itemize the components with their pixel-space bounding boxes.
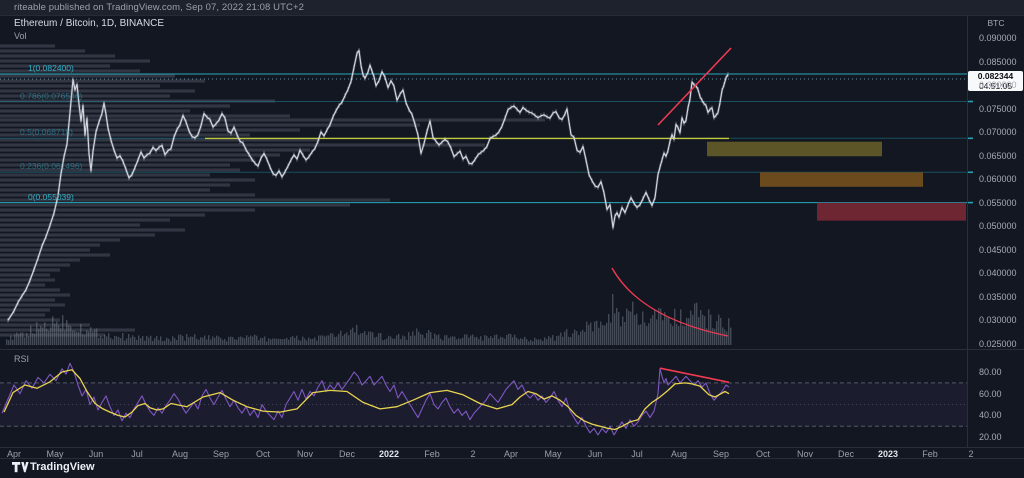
time-axis-tick: 2 xyxy=(470,449,476,459)
price-axis-tick: 0.090000 xyxy=(979,33,1017,44)
time-axis-tick: Apr xyxy=(6,449,22,459)
fib-level-label-0236: 0.236(0.061496) xyxy=(20,161,83,172)
red-ascending-trendline xyxy=(657,47,732,126)
price-axis-tick: 0.055000 xyxy=(979,197,1017,208)
time-axis-tick: 2023 xyxy=(877,449,899,459)
time-axis-tick: Apr xyxy=(503,449,519,459)
time-axis-tick: Jul xyxy=(631,449,643,459)
volume-profile xyxy=(0,44,545,337)
rsi-pane xyxy=(0,362,967,436)
time-axis-tick: Oct xyxy=(255,449,271,459)
fib-level-label-0: 0(0.055039) xyxy=(28,191,74,202)
rsi-axis-tick: 40.00 xyxy=(979,410,1002,421)
price-axis-tick: 0.045000 xyxy=(979,244,1017,255)
price-axis-tick: 0.030000 xyxy=(979,315,1017,326)
rsi-axis-tick: 60.00 xyxy=(979,388,1002,399)
time-axis-tick: Sep xyxy=(212,449,230,459)
tradingview-wordmark[interactable]: TradingView xyxy=(30,461,95,473)
publish-info-text: riteable published on TradingView.com, S… xyxy=(14,2,304,13)
red-rsi-divergence-line xyxy=(659,367,730,384)
time-axis-tick: Nov xyxy=(796,449,814,459)
price-axis-tick: 0.025000 xyxy=(979,338,1017,349)
time-axis-tick: Jul xyxy=(131,449,143,459)
time-axis-tick: Oct xyxy=(755,449,771,459)
price-axis-tick: 0.075000 xyxy=(979,103,1017,114)
publish-info-bar: riteable published on TradingView.com, S… xyxy=(0,0,1024,16)
rsi-axis-tick: 20.00 xyxy=(979,432,1002,443)
rsi-ma-line xyxy=(3,369,730,431)
time-axis-tick: 2 xyxy=(968,449,974,459)
price-axis-tick: 0.070000 xyxy=(979,127,1017,138)
symbol-title[interactable]: Ethereum / Bitcoin, 1D, BINANCE xyxy=(14,18,165,29)
price-axis-tick: 0.060000 xyxy=(979,174,1017,185)
time-axis-tick: Feb xyxy=(424,449,440,459)
price-axis-tick: 0.065000 xyxy=(979,150,1017,161)
time-axis-tick: Aug xyxy=(171,449,189,459)
time-axis-tick: Jun xyxy=(88,449,104,459)
volume-histogram xyxy=(6,294,732,345)
supply-zones xyxy=(707,141,966,221)
price-axis-tick: 0.085000 xyxy=(979,56,1017,67)
time-axis-tick: 2022 xyxy=(378,449,400,459)
rsi-indicator-label[interactable]: RSI xyxy=(14,354,30,364)
price-axis-tick: 0.040000 xyxy=(979,268,1017,279)
fib-level-label-05: 0.5(0.068718) xyxy=(20,127,73,138)
tradingview-logo-icon[interactable] xyxy=(12,462,29,474)
rsi-axis-tick: 80.00 xyxy=(979,367,1002,377)
time-axis-tick: May xyxy=(544,449,562,459)
fib-level-label-0786: 0.786(0.076546) xyxy=(20,90,83,101)
red-volume-decay-curve xyxy=(611,267,729,337)
quote-currency-label: BTC xyxy=(987,18,1005,28)
price-series xyxy=(6,48,730,323)
rsi-line xyxy=(1,362,730,436)
volume-indicator-label[interactable]: Vol xyxy=(14,31,27,41)
time-axis-tick: Nov xyxy=(296,449,314,459)
time-axis-tick: May xyxy=(46,449,64,459)
fib-level-label-1: 1(0.082400) xyxy=(28,63,74,73)
price-axis-tick: 0.035000 xyxy=(979,291,1017,302)
time-axis-tick: Feb xyxy=(922,449,938,459)
pane-separators xyxy=(0,15,1024,459)
time-axis-tick: Jun xyxy=(587,449,603,459)
price-axis-tick: 0.050000 xyxy=(979,221,1017,232)
time-axis-tick: Dec xyxy=(837,449,855,459)
time-axis-tick: Dec xyxy=(338,449,356,459)
last-price-badge: 0.082344 04:51:05 xyxy=(968,71,1023,91)
bar-countdown: 04:51:05 xyxy=(978,80,1013,91)
last-price-value: 0.082344 xyxy=(977,71,1014,81)
price-axis-tick: 0.080000 xyxy=(979,80,1017,91)
time-axis-tick: Sep xyxy=(712,449,730,459)
time-axis-tick: Aug xyxy=(670,449,688,459)
